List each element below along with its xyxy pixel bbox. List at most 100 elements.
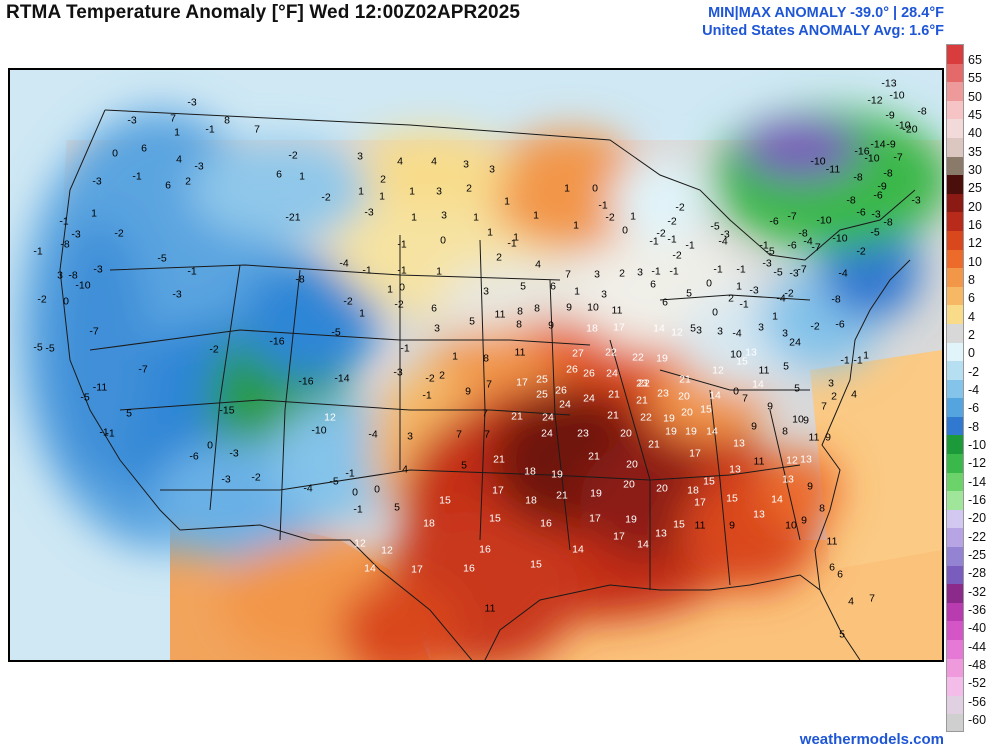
anomaly-value-label: 3 xyxy=(828,377,834,390)
anomaly-value-label: 17 xyxy=(589,512,601,525)
anomaly-value-label: 14 xyxy=(637,538,649,551)
colorbar-segment xyxy=(947,454,963,474)
anomaly-value-label: 8 xyxy=(517,305,523,318)
colorbar-segment xyxy=(947,695,963,715)
anomaly-value-label: -4 xyxy=(368,428,378,441)
anomaly-value-label: 25 xyxy=(536,388,548,401)
anomaly-value-label: 13 xyxy=(800,453,812,466)
anomaly-value-label: 14 xyxy=(709,389,721,402)
colorbar-tick-label: 12 xyxy=(968,236,982,251)
colorbar-segment xyxy=(947,268,963,288)
colorbar-segment xyxy=(947,193,963,213)
colorbar-segment xyxy=(947,249,963,269)
anomaly-value-label: -1 xyxy=(669,265,679,278)
anomaly-value-label: -5 xyxy=(329,475,339,488)
anomaly-value-label: 19 xyxy=(685,425,697,438)
anomaly-value-label: -16 xyxy=(298,375,314,388)
anomaly-value-label: 5 xyxy=(126,407,132,420)
anomaly-value-label: 2 xyxy=(466,182,472,195)
anomaly-value-label: -2 xyxy=(37,293,47,306)
anomaly-value-label: 19 xyxy=(665,425,677,438)
anomaly-value-label: 22 xyxy=(638,377,650,390)
anomaly-value-label: 7 xyxy=(742,392,748,405)
colorbar-segment xyxy=(947,658,963,678)
anomaly-value-label: 3 xyxy=(601,288,607,301)
anomaly-value-label: -2 xyxy=(856,245,866,258)
anomaly-value-label: 3 xyxy=(57,269,63,282)
anomaly-value-label: 1 xyxy=(863,349,869,362)
anomaly-value-label: -5 xyxy=(80,391,90,404)
colorbar-tick-label: -44 xyxy=(968,639,987,654)
anomaly-value-label: -5 xyxy=(870,226,880,239)
anomaly-value-label: 4 xyxy=(397,155,403,168)
colorbar-tick-label: 45 xyxy=(968,108,982,122)
anomaly-value-label: 14 xyxy=(364,562,376,575)
anomaly-value-label: 1 xyxy=(174,126,180,139)
anomaly-value-label: -6 xyxy=(769,215,779,228)
anomaly-value-label: 21 xyxy=(636,394,648,407)
anomaly-value-label: -2 xyxy=(321,191,331,204)
anomaly-value-label: 26 xyxy=(555,384,567,397)
anomaly-value-label: -8 xyxy=(68,269,78,282)
anomaly-value-label: 0 xyxy=(374,483,380,496)
anomaly-value-label: 10 xyxy=(785,519,797,532)
anomaly-value-label: 6 xyxy=(141,142,147,155)
anomaly-value-label: -1 xyxy=(205,123,215,136)
anomaly-value-label: -14 xyxy=(870,138,886,151)
anomaly-value-label: 13 xyxy=(733,437,745,450)
anomaly-value-label: -2 xyxy=(209,343,219,356)
anomaly-value-label: 19 xyxy=(551,468,563,481)
anomaly-value-label: 27 xyxy=(572,347,584,360)
anomaly-value-label: 3 xyxy=(594,268,600,281)
anomaly-value-label: 2 xyxy=(380,173,386,186)
anomaly-value-label: 18 xyxy=(524,465,536,478)
anomaly-value-label: 5 xyxy=(394,501,400,514)
anomaly-value-label: -6 xyxy=(873,189,883,202)
anomaly-value-label: 8 xyxy=(483,352,489,365)
anomaly-value-label: -11 xyxy=(92,381,108,394)
anomaly-value-label: 1 xyxy=(533,209,539,222)
anomaly-value-label: 23 xyxy=(577,427,589,440)
colorbar-segment xyxy=(947,416,963,437)
colorbar-segment xyxy=(947,677,963,697)
anomaly-value-label: -1 xyxy=(422,389,432,402)
anomaly-value-label: -3 xyxy=(221,473,231,486)
anomaly-value-label: 14 xyxy=(752,378,764,391)
anomaly-value-label: 12 xyxy=(671,326,683,339)
anomaly-value-label: 13 xyxy=(655,527,667,540)
anomaly-value-label: 8 xyxy=(224,114,230,127)
anomaly-value-label: 0 xyxy=(733,385,739,398)
anomaly-value-label: -8 xyxy=(831,293,841,306)
anomaly-value-label: -3 xyxy=(720,228,730,241)
colorbar-segment xyxy=(947,286,963,306)
anomaly-value-label: 16 xyxy=(540,517,552,530)
anomaly-value-label: -4 xyxy=(339,257,349,270)
anomaly-value-label: -1 xyxy=(853,354,863,367)
anomaly-value-label: 19 xyxy=(590,487,602,500)
colorbar-tick-label: -40 xyxy=(968,621,987,636)
anomaly-value-label: -3 xyxy=(364,206,374,219)
anomaly-value-label: 6 xyxy=(550,280,556,293)
anomaly-value-label: 17 xyxy=(689,447,701,460)
anomaly-value-label: -2 xyxy=(425,372,435,385)
colorbar-tick-label: -16 xyxy=(968,493,987,507)
anomaly-value-label: 4 xyxy=(795,336,801,349)
anomaly-value-label: -6 xyxy=(189,450,199,463)
colorbar-segment xyxy=(947,640,963,660)
anomaly-value-label: 5 xyxy=(469,315,475,328)
anomaly-value-label: -5 xyxy=(33,341,43,354)
colorbar-tick-label: 8 xyxy=(968,273,975,287)
anomaly-value-label: 6 xyxy=(650,278,656,291)
anomaly-value-label: -15 xyxy=(219,404,235,417)
anomaly-value-label: -21 xyxy=(285,211,301,224)
anomaly-value-label: 2 xyxy=(496,251,502,264)
anomaly-value-label: -7 xyxy=(811,241,821,254)
anomaly-value-label: 12 xyxy=(381,544,393,557)
anomaly-value-label: 9 xyxy=(825,431,831,444)
colorbar-segment xyxy=(947,379,963,399)
anomaly-value-label: 4 xyxy=(535,258,541,271)
colorbar-tick-label: -22 xyxy=(968,529,987,544)
anomaly-value-label: 15 xyxy=(530,558,542,571)
anomaly-value-label: -1 xyxy=(685,239,695,252)
colorbar-tick-label: 2 xyxy=(968,328,975,342)
